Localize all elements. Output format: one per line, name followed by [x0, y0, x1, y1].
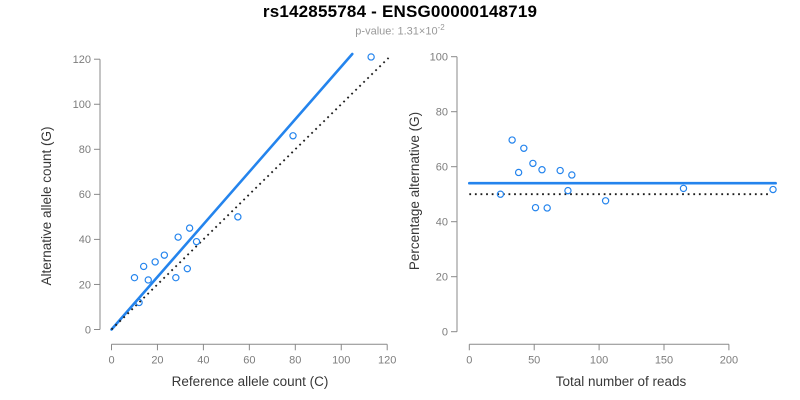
y-tick-label: 100: [430, 52, 448, 64]
x-tick-label: 0: [466, 354, 472, 366]
data-point: [601, 197, 610, 205]
data-point: [144, 276, 152, 284]
plot-subtitle: p-value: 1.31×10-2: [0, 23, 800, 38]
data-point: [568, 171, 576, 179]
x-tick-label: 120: [378, 354, 396, 366]
y-tick-label: 80: [79, 144, 91, 156]
pvalue-exponent: -2: [437, 23, 445, 32]
percentage-vs-reads-scatter: 0 20 40 60 80 100 0 50 100 150 200 Total number of …: [407, 52, 777, 389]
x-axis: 0 50 100 150 200: [466, 343, 738, 366]
data-point: [538, 166, 546, 174]
x-tick-label: 0: [108, 354, 114, 366]
y-tick-label: 20: [79, 279, 91, 291]
x-axis: 0 20 40 60 80 100 120: [108, 343, 396, 366]
y-tick-label: 60: [436, 162, 448, 174]
x-tick-label: 80: [289, 354, 301, 366]
data-point: [135, 298, 143, 307]
y-axis: 0 20 40 60 80 100: [430, 52, 458, 339]
y-tick-label: 40: [79, 234, 91, 246]
data-points: [130, 53, 375, 307]
data-point: [769, 185, 777, 194]
data-point: [192, 237, 201, 246]
pvalue-text: p-value: 1.31×10: [355, 25, 438, 38]
y-tick-label: 60: [79, 189, 91, 201]
x-tick-label: 100: [590, 354, 608, 366]
y-tick-label: 0: [85, 324, 91, 336]
data-point: [508, 136, 516, 144]
data-point: [151, 258, 159, 266]
data-point: [543, 204, 551, 212]
x-axis-title: Total number of reads: [556, 374, 687, 389]
x-tick-label: 200: [720, 354, 738, 366]
data-point: [531, 203, 540, 212]
data-point: [520, 144, 528, 152]
y-tick-label: 20: [436, 272, 448, 284]
y-tick-label: 100: [73, 99, 91, 111]
x-tick-label: 50: [528, 354, 540, 366]
data-point: [679, 184, 688, 193]
data-point: [564, 186, 572, 195]
data-points: [496, 136, 777, 212]
data-point: [367, 53, 375, 61]
data-point: [174, 233, 182, 241]
data-point: [514, 168, 523, 177]
y-axis-title: Percentage alternative (G): [407, 112, 422, 270]
data-point: [183, 264, 192, 273]
data-point: [160, 251, 169, 259]
data-point: [130, 273, 139, 282]
x-tick-label: 150: [655, 354, 673, 366]
data-point: [556, 166, 564, 175]
y-tick-label: 40: [436, 217, 448, 229]
y-tick-label: 120: [73, 54, 91, 66]
y-tick-label: 0: [442, 327, 448, 339]
data-point: [529, 159, 537, 168]
x-tick-label: 100: [332, 354, 350, 366]
x-axis-title: Reference allele count (C): [172, 374, 329, 389]
data-point: [289, 132, 297, 140]
y-tick-label: 80: [436, 107, 448, 119]
fitted-proportion-line: [110, 52, 354, 331]
plot-title: rs142855784 - ENSG00000148719: [262, 2, 538, 21]
data-point: [172, 273, 180, 282]
data-point: [234, 213, 242, 221]
x-tick-label: 40: [197, 354, 209, 366]
data-point: [139, 262, 148, 271]
y-axis: 0 20 40 60 80 100 120: [73, 54, 101, 336]
data-point: [185, 224, 194, 232]
identity-line: [110, 57, 390, 331]
x-tick-label: 20: [151, 354, 163, 366]
data-point: [496, 190, 505, 198]
y-axis-title: Alternative allele count (G): [39, 126, 54, 285]
allele-counts-scatter: 0 20 40 60 80 100 120 0 20 40 60 80 100 120 Reference …: [39, 52, 396, 389]
x-tick-label: 60: [243, 354, 255, 366]
